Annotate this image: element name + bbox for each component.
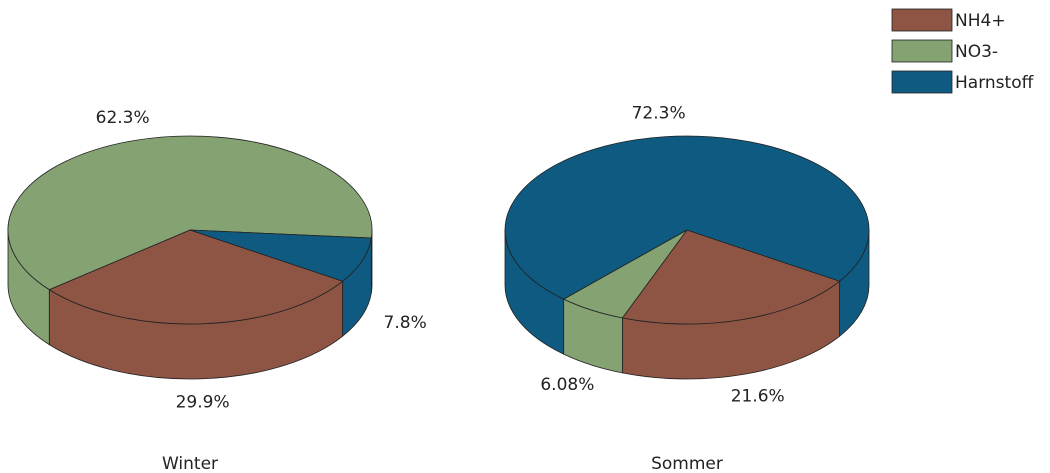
pie-slice — [48, 229, 344, 325]
legend-label: NH4+ — [955, 11, 1006, 31]
value-label: 29.9% — [176, 392, 230, 412]
pie-slice — [621, 229, 841, 325]
legend-swatch — [891, 8, 953, 32]
chart-title: Winter — [162, 454, 218, 473]
pie-slice — [7, 135, 373, 291]
legend-swatch — [891, 39, 953, 63]
legend-label: Harnstoff — [955, 73, 1035, 93]
value-label: 72.3% — [632, 103, 686, 123]
pie-slice — [504, 135, 870, 300]
legend-label: NO3- — [955, 42, 998, 62]
legend-swatch — [891, 70, 953, 94]
chart-title: Sommer — [651, 454, 723, 473]
value-label: 62.3% — [96, 108, 150, 128]
value-label: 21.6% — [731, 387, 785, 407]
value-label: 6.08% — [540, 375, 594, 395]
pie-slice — [189, 229, 372, 282]
value-label: 7.8% — [384, 313, 427, 333]
